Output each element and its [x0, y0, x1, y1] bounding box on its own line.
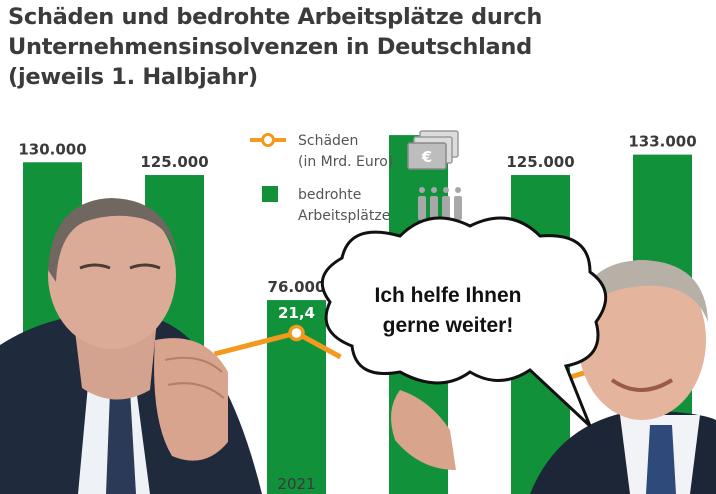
legend-damage-line-1: Schäden — [298, 133, 358, 149]
x-tick-label-3: 2021 — [277, 475, 315, 493]
legend-damage-line-2: (in Mrd. Euro) — [298, 154, 393, 170]
people-icon — [418, 187, 462, 220]
speech-bubble-text: Ich helfe Ihnen gerne weiter! — [338, 281, 558, 341]
bar-value-label-5: 125.000 — [506, 153, 574, 171]
legend-bar-symbol — [262, 186, 278, 202]
bar-value-label-6: 133.000 — [628, 133, 696, 151]
damage-value-label-3: 21,4 — [278, 304, 315, 322]
svg-text:€: € — [421, 148, 432, 166]
person-left — [0, 198, 262, 494]
speech-bubble-line-1: Ich helfe Ihnen — [374, 284, 522, 307]
title-line-1: Schäden und bedrohte Arbeitsplätze durch — [8, 4, 543, 30]
money-icon: € — [407, 130, 459, 170]
legend-jobs-line-2: Arbeitsplätze — [298, 208, 390, 224]
legend: Schäden (in Mrd. Euro) € bedrohte Arbeit… — [250, 130, 462, 224]
speech-bubble — [320, 216, 608, 428]
title-line-2: Unternehmensinsolvenzen in Deutschland — [8, 34, 532, 60]
speech-bubble-line-2: gerne weiter! — [382, 314, 514, 337]
chart-title: Schäden und bedrohte Arbeitsplätze durch… — [8, 2, 708, 92]
damage-point-3 — [288, 324, 305, 342]
bar-value-label-1: 130.000 — [18, 140, 86, 158]
legend-jobs-line-1: bedrohte — [298, 187, 361, 203]
legend-line-symbol — [250, 133, 286, 147]
bar-value-label-3: 76.000 — [268, 278, 326, 296]
title-line-3: (jeweils 1. Halbjahr) — [8, 64, 258, 90]
person-right — [391, 260, 716, 494]
bar-value-label-2: 125.000 — [140, 153, 208, 171]
